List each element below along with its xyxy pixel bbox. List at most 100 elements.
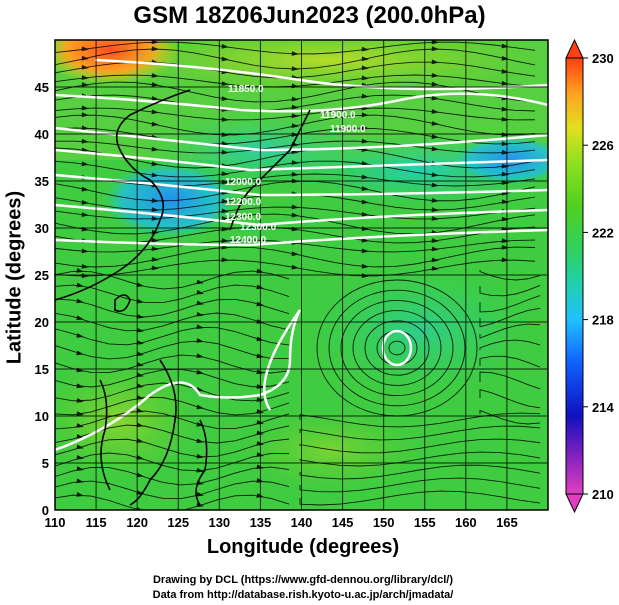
streamline-arrow [76,454,84,460]
streamline-arrow [136,282,144,288]
streamline-arrow [136,395,144,400]
x-tick-label: 130 [208,515,230,530]
streamline [479,295,541,313]
streamline [479,371,541,390]
streamline-arrow [76,350,84,356]
x-tick-label: 115 [86,515,107,530]
streamline-arrow [76,333,84,338]
streamline-arrow [431,216,439,221]
colorbar-tick-label: 222 [592,225,614,240]
streamline-eddy [352,310,442,386]
x-tick-label: 165 [496,515,518,530]
streamline-arrow [361,199,369,205]
coastlines [55,89,311,506]
streamline-arrow [291,123,299,128]
streamline [479,323,541,339]
x-tick-label: 120 [126,515,148,530]
streamline-arrow [501,244,509,250]
streamline-arrow [151,265,159,271]
contour-label: 11900.0 [320,110,356,121]
streamline-arrow [431,198,439,203]
streamline-arrow [76,398,84,403]
streamline-arrow [196,279,204,285]
streamline-arrow [136,455,144,460]
colorbar-tick-label: 226 [592,138,614,153]
y-axis-ticks: 0 5 10 15 20 25 30 35 40 45 [35,80,49,518]
streamline-arrow [501,171,509,177]
streamline-arrow [291,264,299,270]
streamline-arrow [81,75,89,80]
streamline-arrow [501,238,509,244]
streamline-arrow [431,40,439,45]
streamline-arrow [151,172,159,178]
streamline-arrow [361,273,369,279]
streamline [55,180,536,202]
colorbar-tick-label: 210 [592,487,614,502]
streamline [479,409,541,425]
y-tick-label: 35 [35,174,49,189]
streamline [479,270,541,281]
streamline-arrow [151,121,159,127]
streamline-arrow [431,257,439,263]
streamline [55,246,536,268]
y-tick-label: 0 [42,503,49,518]
streamline-arrow [431,95,439,101]
streamline-arrow [221,208,229,214]
streamline-arrow [361,211,369,217]
streamline-arrow [291,171,299,177]
streamline-arrow [221,96,229,101]
streamline-arrow [81,248,89,254]
streamline-arrow [81,200,89,205]
streamline-arrow [501,132,509,137]
streamline-arrow [151,146,159,152]
streamline-arrow [196,289,204,295]
streamline-arrow [196,453,204,459]
streamline-arrow [291,51,299,56]
streamline-arrow [151,109,159,115]
streamline-arrow [361,248,369,254]
streamline-arrow [291,204,299,210]
colorbar: 210 214 218 222 226 230 [565,38,614,514]
streamline-arrow [151,237,159,243]
streamline-arrow [81,82,89,87]
streamline-arrow [81,212,89,218]
streamline-arrow [361,56,369,62]
streamline-arrow [431,238,439,243]
streamline-arrow [81,125,89,131]
streamline-arrow [81,105,89,111]
contour-label: 11850.0 [228,84,264,95]
streamline-arrow [221,171,229,177]
streamline-arrow [361,65,369,71]
streamline [55,48,536,70]
streamline-arrow [431,207,439,213]
x-tick-label: 125 [167,515,189,530]
streamline-arrow [196,324,204,329]
streamline-arrow [431,134,439,140]
streamline-arrow [361,93,369,99]
streamline-arrow [501,199,509,205]
streamline-arrow [76,423,84,428]
streamline-arrow [196,338,204,343]
streamline-arrow [221,257,229,263]
streamline-arrow [81,46,89,52]
streamline [299,412,541,428]
streamline-arrow [221,149,229,155]
streamline-arrow [431,59,439,65]
contour-label: 12400.0 [230,235,267,246]
streamline-arrow [151,207,159,213]
streamline-arrow [431,172,439,178]
streamline-arrow [136,340,144,345]
streamline-arrow [501,80,509,86]
colorbar-ticks: 210 214 218 222 226 230 [583,51,614,502]
streamline-arrow [76,444,84,450]
streamline-arrow [196,300,204,306]
streamline-arrow [76,282,84,288]
streamline-eddy [328,289,466,407]
streamline-arrow [431,46,439,52]
streamline-arrow [291,251,299,257]
credit-line-2: Data from http://database.rish.kyoto-u.a… [152,589,454,601]
streamline-arrow [221,198,229,204]
y-tick-label: 45 [35,80,49,95]
streamline-arrow [81,112,89,118]
